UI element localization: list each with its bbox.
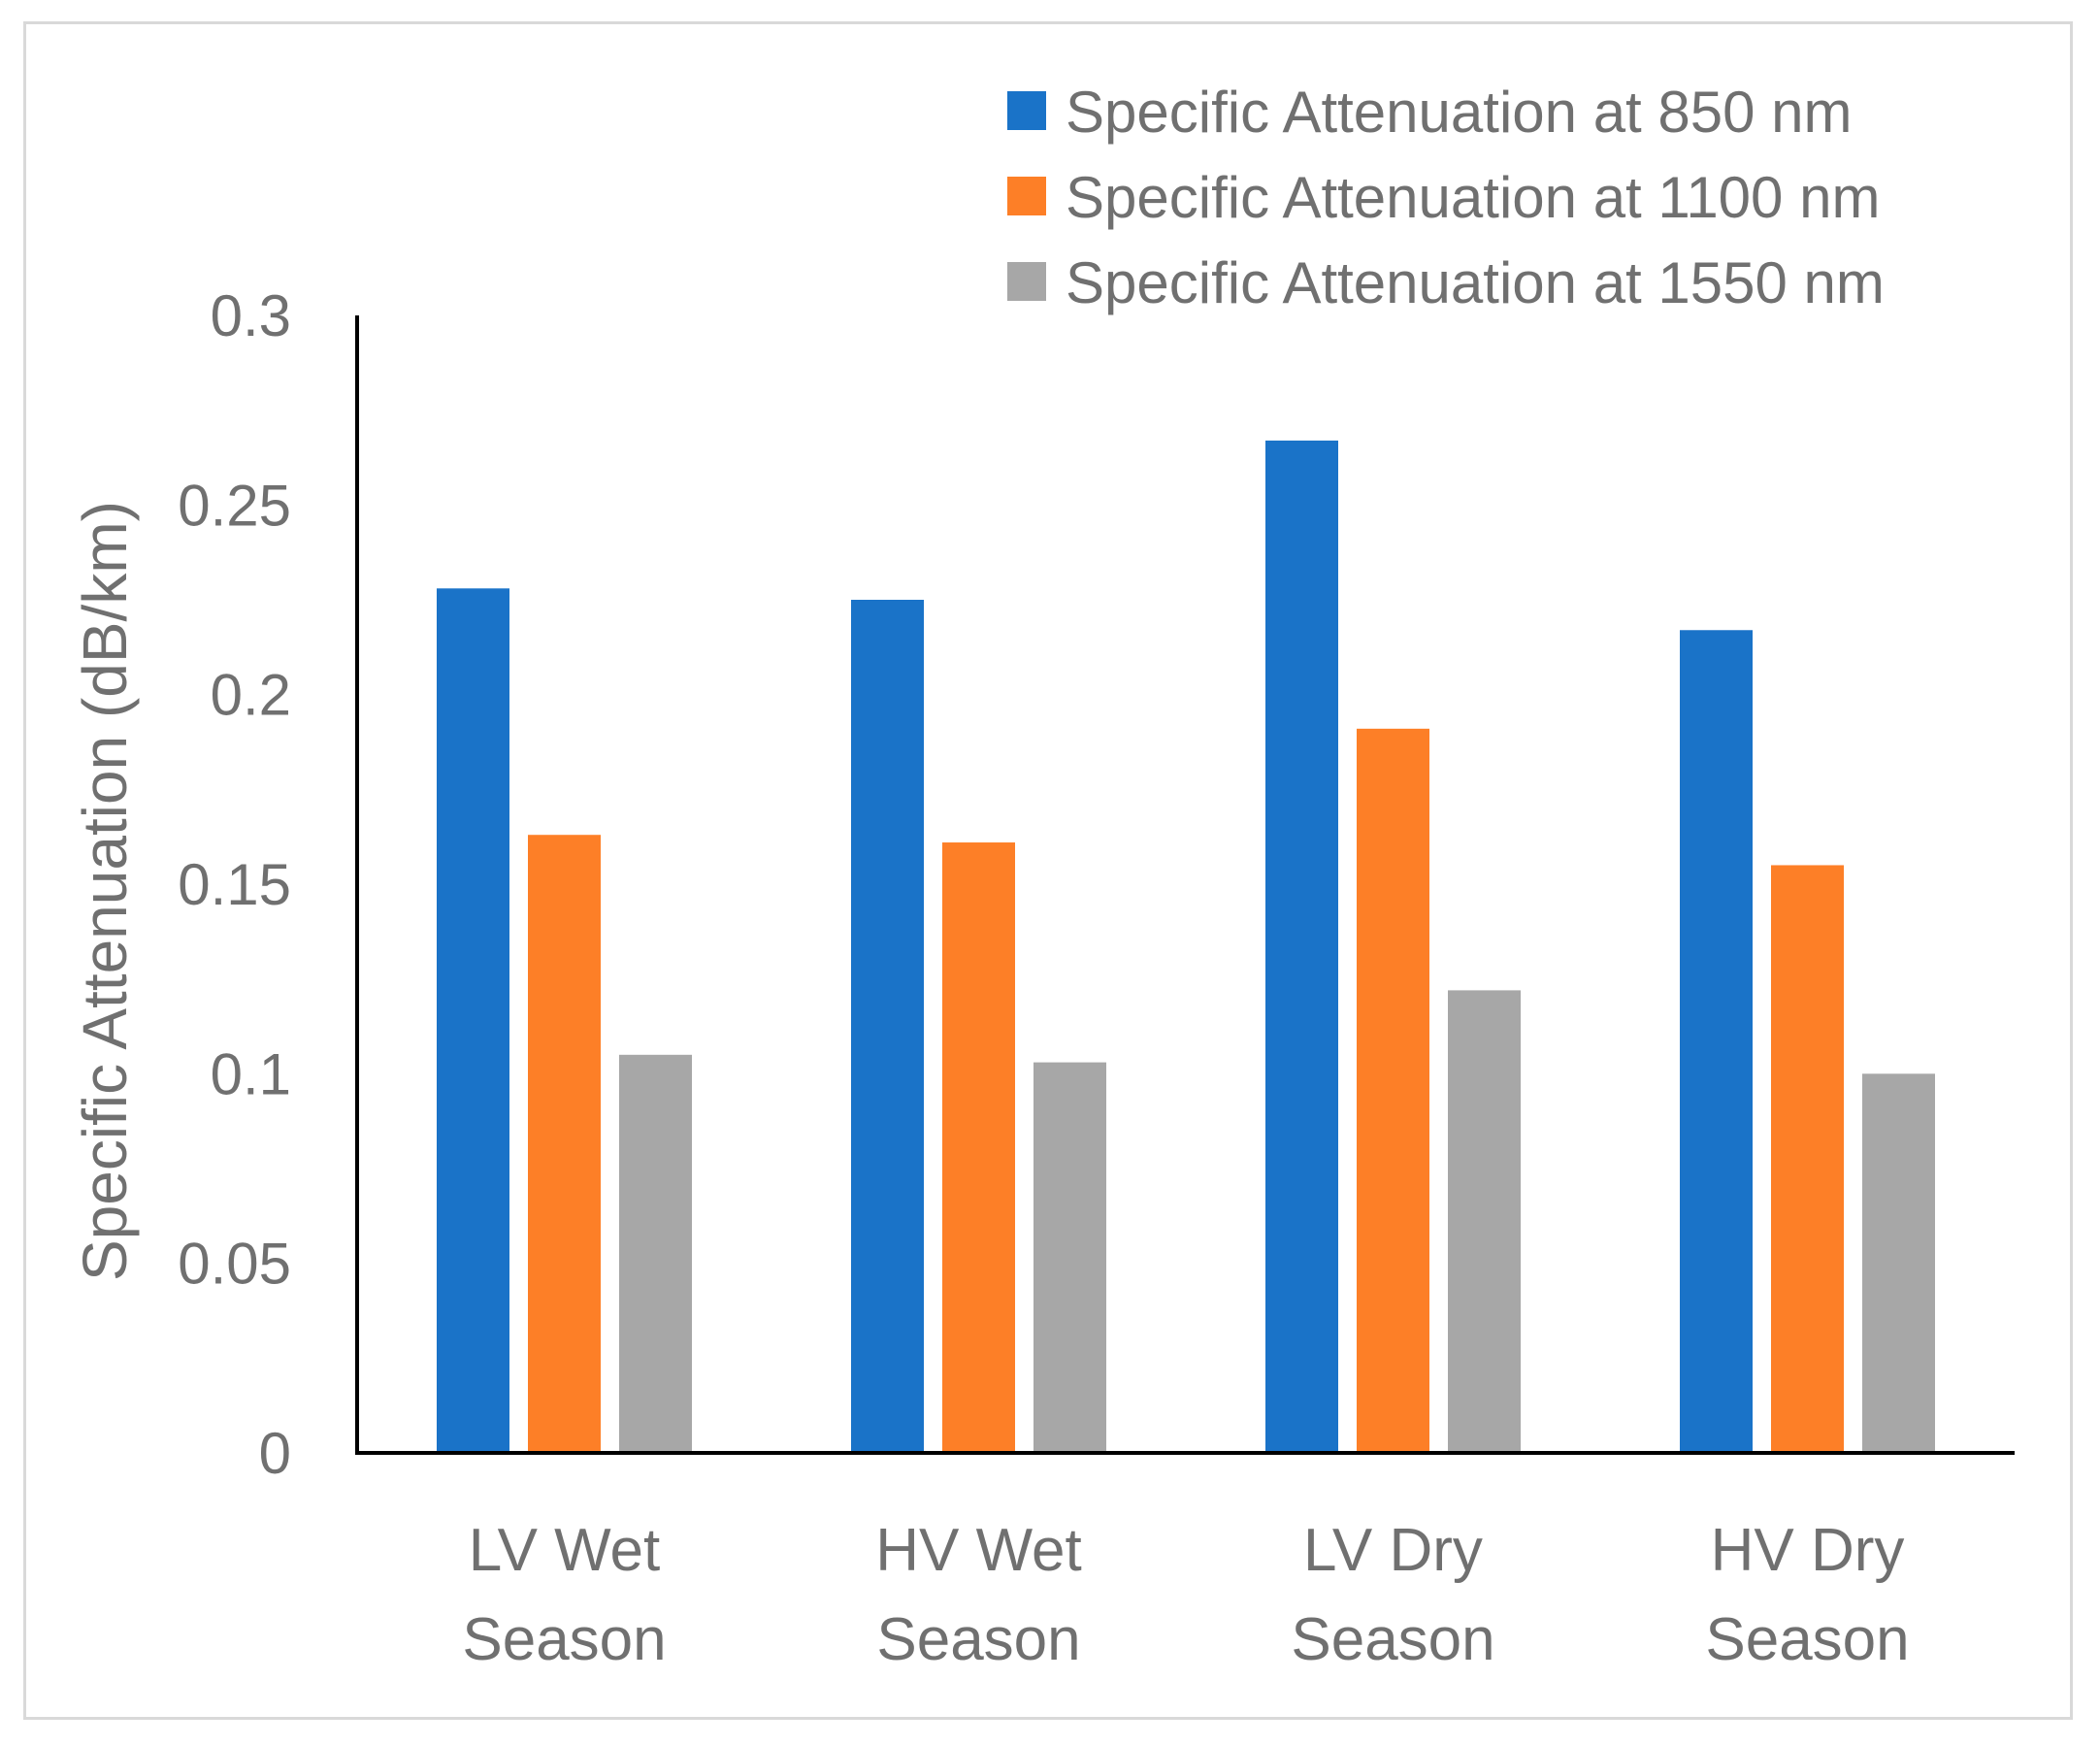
bar-series-1-category-2 — [851, 600, 924, 1453]
bar-series-3-category-3 — [1448, 990, 1521, 1453]
bar-series-1-category-1 — [437, 588, 509, 1453]
y-tick-label: 0.3 — [211, 283, 291, 348]
x-category-label: HV Dry Season — [1705, 1517, 1909, 1673]
bar-series-2-category-3 — [1357, 728, 1429, 1453]
legend-label-1: Specific Attenuation at 850 nm — [1066, 80, 1853, 145]
bar-series-3-category-4 — [1862, 1073, 1935, 1453]
bar-series-3-category-1 — [619, 1054, 692, 1453]
x-category-label: LV Wet Season — [462, 1517, 666, 1673]
y-tick-label: 0.2 — [211, 663, 291, 728]
legend-label-2: Specific Attenuation at 1100 nm — [1066, 165, 1880, 230]
bar-series-1-category-3 — [1265, 440, 1338, 1453]
y-tick-labels: 0 0.05 0.1 0.15 0.2 0.25 0.3 — [178, 283, 291, 1486]
bar-series-2-category-1 — [528, 835, 601, 1453]
x-category-labels: LV Wet Season HV Wet Season LV Dry Season HV D… — [462, 1517, 1909, 1673]
legend-swatch-2 — [1007, 177, 1046, 215]
y-tick-label: 0.05 — [178, 1232, 291, 1297]
x-category-label: LV Dry Season — [1291, 1517, 1494, 1673]
bar-series-2-category-4 — [1771, 865, 1844, 1453]
x-category-label: HV Wet Season — [875, 1517, 1081, 1673]
legend-label-3: Specific Attenuation at 1550 nm — [1066, 250, 1885, 315]
bars-layer — [437, 440, 1935, 1453]
y-tick-label: 0.1 — [211, 1041, 291, 1106]
legend: Specific Attenuation at 850 nm Specific A… — [1007, 80, 1885, 315]
bar-series-1-category-4 — [1680, 630, 1753, 1453]
y-axis-title: Specific Attenuation (dB/km) — [70, 501, 140, 1281]
bar-series-2-category-2 — [942, 842, 1015, 1453]
y-tick-label: 0.25 — [178, 473, 291, 538]
axes-layer — [355, 315, 2015, 1455]
bar-series-3-category-2 — [1034, 1062, 1106, 1453]
y-tick-label: 0 — [259, 1421, 291, 1486]
y-tick-label: 0.15 — [178, 852, 291, 917]
legend-swatch-3 — [1007, 262, 1046, 301]
legend-swatch-1 — [1007, 91, 1046, 130]
